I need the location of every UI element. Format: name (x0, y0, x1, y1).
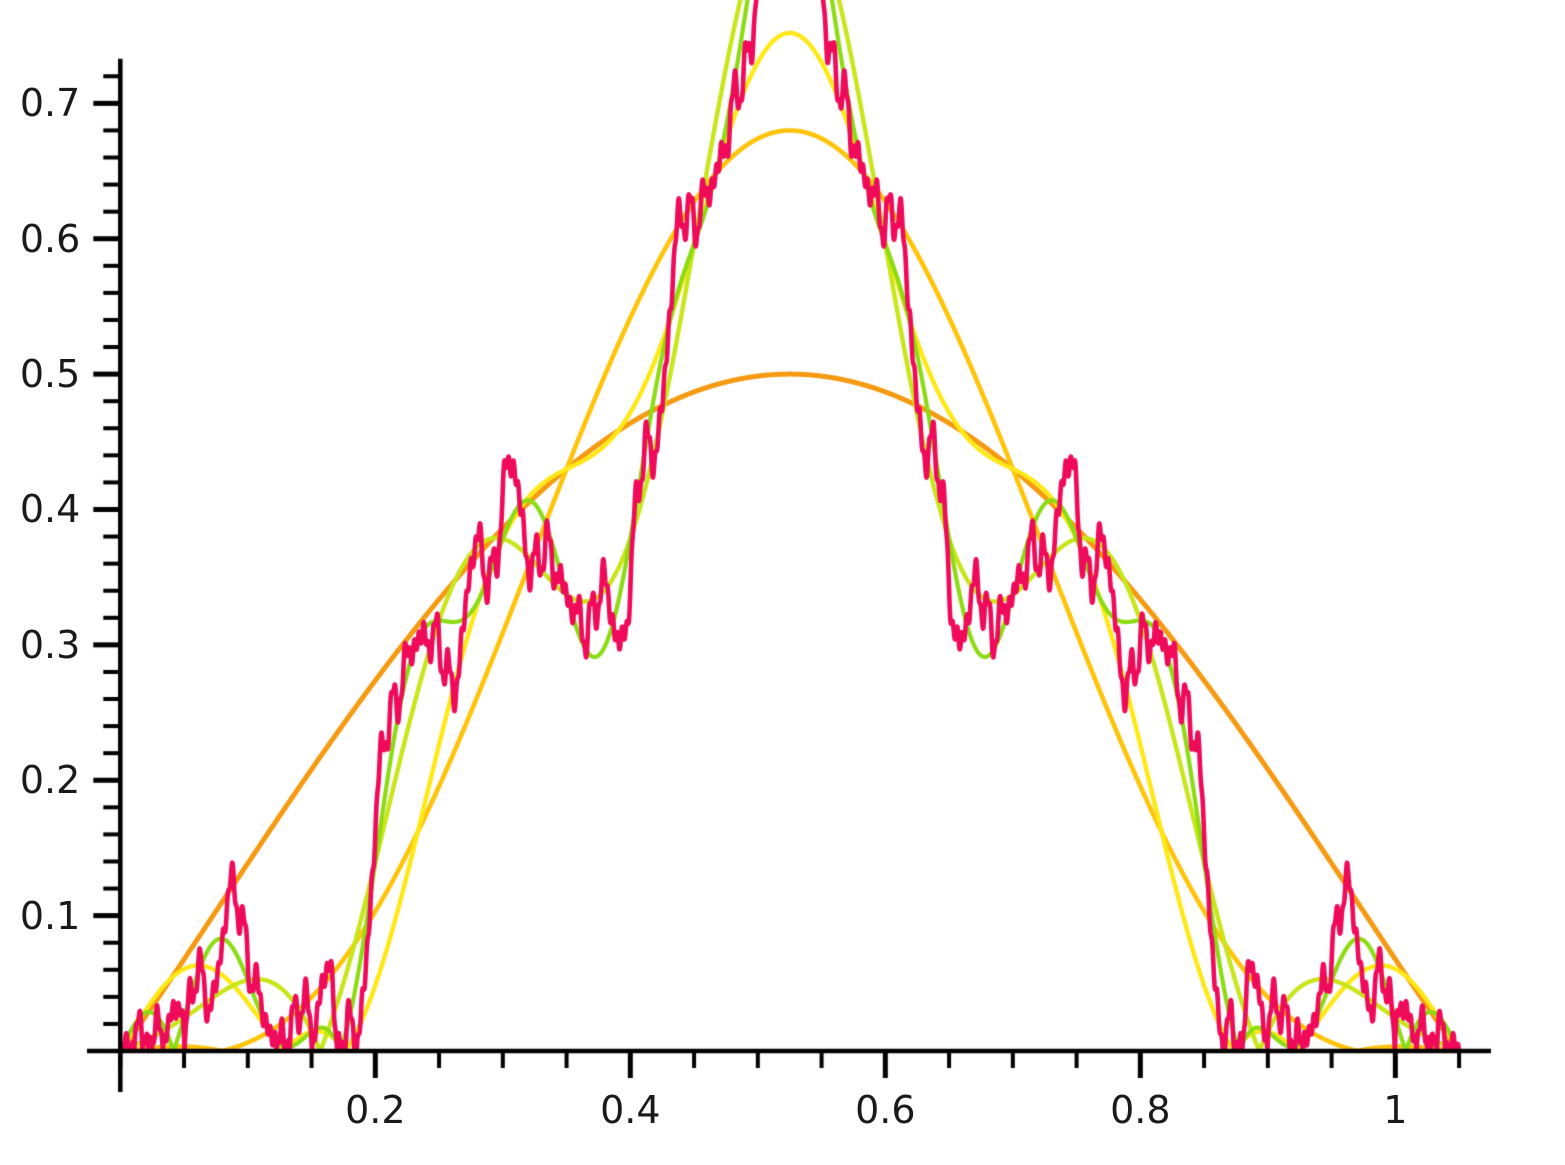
x-axis-tick-label: 1 (1383, 1088, 1408, 1133)
y-axis-tick-label: 0.6 (19, 216, 81, 261)
y-axis-tick-label: 0.5 (19, 352, 81, 397)
x-axis-tick-label: 0.6 (855, 1088, 916, 1133)
y-axis-tick-label: 0.7 (19, 81, 81, 126)
y-axis-tick-label: 0.4 (19, 487, 81, 532)
x-axis-tick-label: 0.4 (600, 1088, 661, 1133)
x-axis-tick-label: 0.2 (345, 1088, 406, 1133)
y-axis-tick-label: 0.3 (19, 622, 81, 667)
y-axis-tick-label: 0.2 (19, 758, 81, 803)
x-axis-tick-label: 0.8 (1110, 1088, 1171, 1133)
y-axis-tick-label: 0.1 (19, 893, 81, 938)
